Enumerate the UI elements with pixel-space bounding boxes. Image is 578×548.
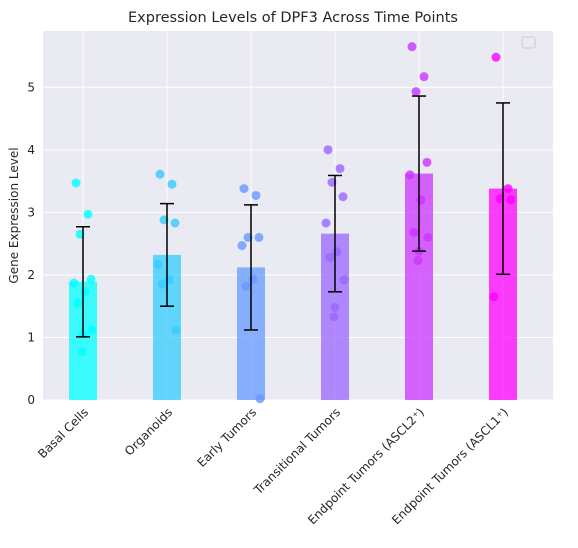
y-tick-label: 5 [27, 80, 35, 94]
y-tick-label: 2 [27, 268, 35, 282]
data-point [251, 190, 261, 200]
data-point [329, 312, 339, 322]
data-point [335, 164, 345, 174]
data-point [248, 274, 258, 284]
data-point [241, 281, 251, 291]
data-point [170, 218, 180, 228]
data-point [239, 184, 249, 194]
data-point [489, 292, 499, 302]
x-tick-label: Organoids [122, 405, 175, 458]
data-point [503, 184, 513, 194]
data-point [419, 72, 429, 82]
data-point [409, 227, 419, 237]
data-point [321, 218, 331, 228]
data-point [86, 274, 96, 284]
data-point [423, 232, 433, 242]
data-point [339, 275, 349, 285]
data-point [416, 195, 426, 205]
data-point [69, 278, 79, 288]
data-point [77, 347, 87, 357]
data-point [325, 252, 335, 262]
data-point [255, 394, 265, 404]
data-point [167, 179, 177, 189]
data-point [491, 52, 501, 62]
data-point [506, 195, 516, 205]
data-point [422, 157, 432, 167]
error-bars [76, 95, 510, 338]
data-point [87, 325, 97, 335]
data-point [323, 145, 333, 155]
x-tick-labels: Basal Cells Organoids Early TumorsTransiti… [35, 405, 511, 527]
data-point [237, 241, 247, 251]
x-tick-label: Basal Cells [35, 405, 91, 461]
legend-box [521, 36, 536, 49]
y-axis-label: Gene Expression Level [7, 147, 21, 283]
data-point [155, 169, 165, 179]
plot-background [43, 31, 553, 400]
data-point [411, 87, 421, 97]
data-point [413, 256, 423, 266]
data-point [83, 209, 93, 219]
x-tick-label: Transitional Tumors [251, 405, 344, 498]
data-point [332, 247, 342, 257]
data-point [157, 279, 167, 289]
data-point [330, 302, 340, 312]
data-point [80, 287, 90, 297]
data-point [171, 325, 181, 335]
chart-title: Expression Levels of DPF3 Across Time Po… [128, 10, 458, 26]
y-tick-label: 4 [27, 143, 35, 157]
y-tick-label: 3 [27, 205, 35, 219]
data-point [153, 259, 163, 269]
data-point [73, 298, 83, 308]
data-point [338, 192, 348, 202]
data-point [405, 170, 415, 180]
y-tick-labels: 0 1 2 3 4 5 [27, 80, 35, 407]
data-point [407, 42, 417, 52]
y-tick-label: 1 [27, 330, 35, 344]
x-tick-label: Early Tumors [194, 405, 259, 470]
data-point [71, 178, 81, 188]
y-tick-label: 0 [27, 393, 35, 407]
data-point [254, 232, 264, 242]
